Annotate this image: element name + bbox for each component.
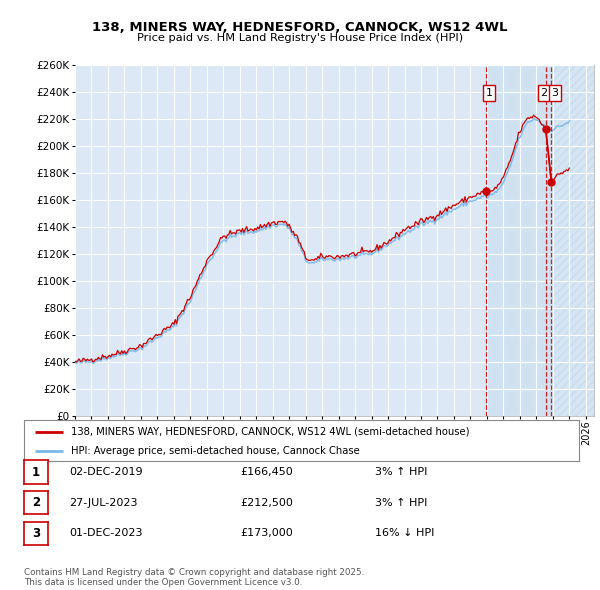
- Bar: [551, 65, 594, 416]
- Bar: [485, 65, 551, 416]
- Text: 27-JUL-2023: 27-JUL-2023: [69, 498, 137, 507]
- Text: 3% ↑ HPI: 3% ↑ HPI: [375, 498, 427, 507]
- Text: 2: 2: [32, 496, 40, 509]
- Text: £212,500: £212,500: [240, 498, 293, 507]
- Text: HPI: Average price, semi-detached house, Cannock Chase: HPI: Average price, semi-detached house,…: [71, 446, 360, 456]
- Text: 02-DEC-2019: 02-DEC-2019: [69, 467, 143, 477]
- Text: 1: 1: [32, 466, 40, 478]
- Text: 2: 2: [541, 88, 548, 98]
- Text: 3: 3: [32, 527, 40, 540]
- Text: 1: 1: [485, 88, 493, 98]
- Text: 3: 3: [551, 88, 558, 98]
- Text: Price paid vs. HM Land Registry's House Price Index (HPI): Price paid vs. HM Land Registry's House …: [137, 33, 463, 43]
- Text: Contains HM Land Registry data © Crown copyright and database right 2025.
This d: Contains HM Land Registry data © Crown c…: [24, 568, 364, 587]
- Text: 138, MINERS WAY, HEDNESFORD, CANNOCK, WS12 4WL (semi-detached house): 138, MINERS WAY, HEDNESFORD, CANNOCK, WS…: [71, 427, 470, 437]
- Text: 3% ↑ HPI: 3% ↑ HPI: [375, 467, 427, 477]
- Text: 138, MINERS WAY, HEDNESFORD, CANNOCK, WS12 4WL: 138, MINERS WAY, HEDNESFORD, CANNOCK, WS…: [92, 21, 508, 34]
- Text: £173,000: £173,000: [240, 529, 293, 538]
- Text: 01-DEC-2023: 01-DEC-2023: [69, 529, 143, 538]
- Text: £166,450: £166,450: [240, 467, 293, 477]
- Text: 16% ↓ HPI: 16% ↓ HPI: [375, 529, 434, 538]
